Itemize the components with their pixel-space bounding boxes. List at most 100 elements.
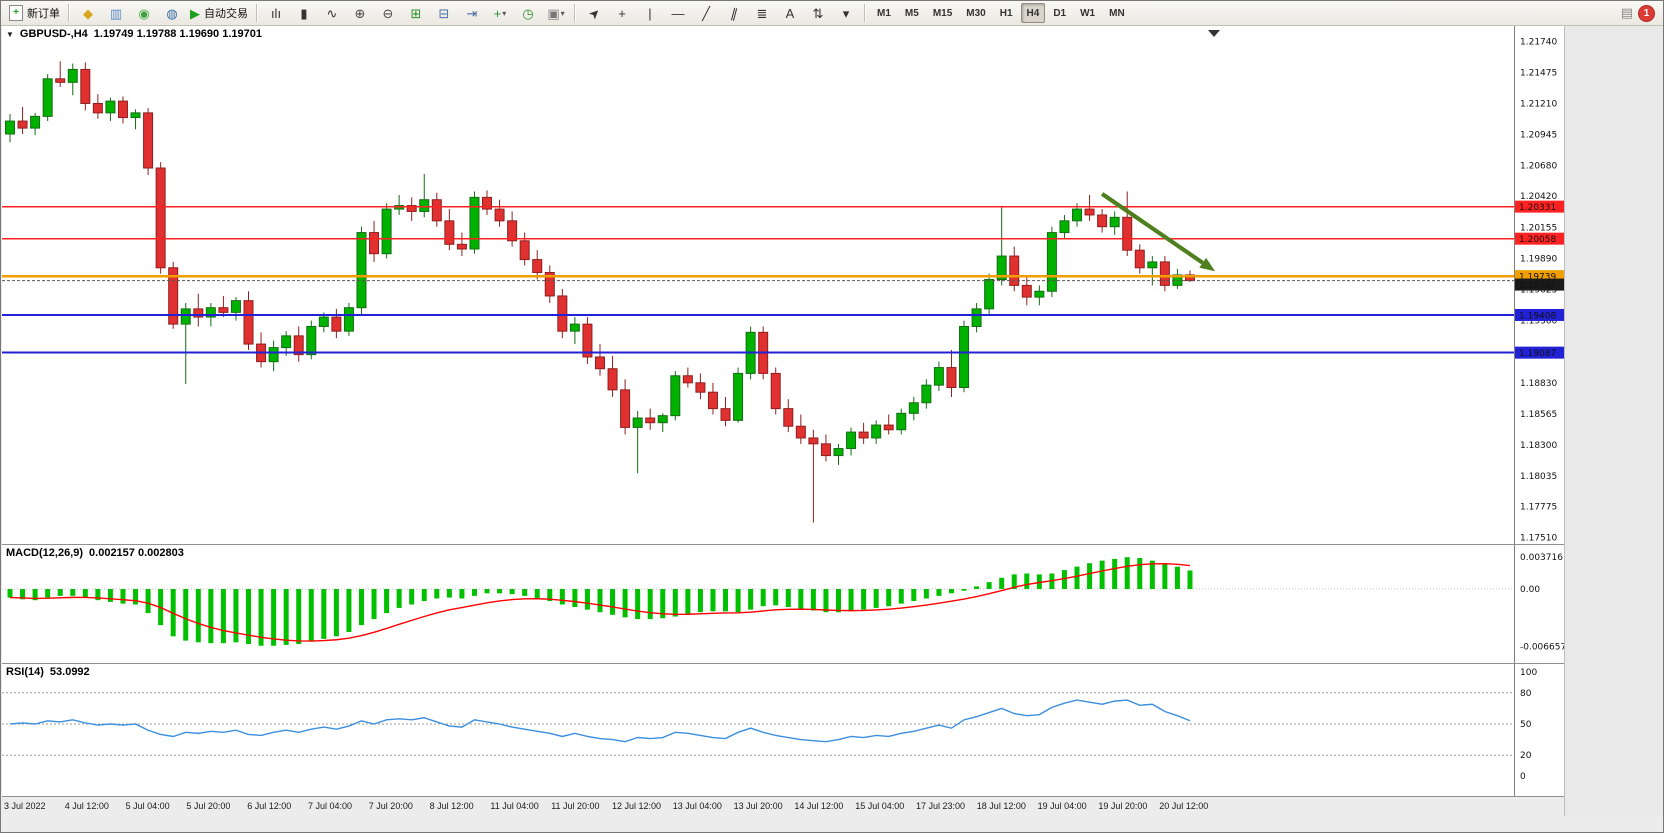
- price-tag-label: 1.19087: [1519, 349, 1556, 359]
- timeframe-d1-button[interactable]: D1: [1053, 7, 1067, 19]
- bar-chart-icon-button[interactable]: ılı: [263, 2, 289, 24]
- zoom-in-icon: ⊕: [354, 5, 366, 21]
- new-order-button[interactable]: + 新订单: [6, 2, 63, 24]
- timeframe-m30-button[interactable]: M30: [966, 7, 986, 19]
- timeframe-m1-button[interactable]: M1: [877, 7, 891, 19]
- zoom-in-icon-button[interactable]: ⊕: [347, 2, 373, 24]
- chart-shift-icon-button[interactable]: ⇥: [459, 2, 485, 24]
- price-tag-label: 1.19408: [1519, 311, 1556, 321]
- horizontal-line-icon-button[interactable]: —: [665, 2, 691, 24]
- plus-glyph: +: [13, 7, 19, 18]
- line-chart-icon: ∿: [326, 5, 338, 21]
- trend-arrow-annotation[interactable]: [1100, 192, 1216, 272]
- time-label: 8 Jul 12:00: [429, 801, 474, 811]
- timeframe-h4-button[interactable]: H4: [1020, 3, 1046, 23]
- objects-dropdown-icon-button[interactable]: ▾: [833, 2, 859, 24]
- period-clock-icon: ◷: [522, 5, 534, 21]
- time-label: 18 Jul 12:00: [976, 801, 1026, 811]
- text-label-icon: A: [785, 5, 795, 21]
- time-label: 6 Jul 12:00: [247, 801, 292, 811]
- template-icon-button[interactable]: ▣ ▾: [543, 2, 569, 24]
- horizontal-line-icon: —: [671, 5, 685, 21]
- timeframe-h1-button[interactable]: H1: [999, 7, 1013, 19]
- drawing-toolbar-group: ➤ + | — ╱ ∥ ≣ A ⇅ ▾: [580, 2, 860, 24]
- macd-axis-label: -0.006657: [1520, 642, 1564, 652]
- time-label: 19 Jul 04:00: [1037, 801, 1087, 811]
- time-label: 15 Jul 04:00: [855, 801, 905, 811]
- arrow-objects-icon-button[interactable]: ⇅: [805, 2, 831, 24]
- timeframe-m5-button[interactable]: M5: [904, 7, 919, 19]
- time-axis[interactable]: 3 Jul 2022 4 Jul 12:00 5 Jul 04:00 5 Jul 20…: [2, 797, 1564, 817]
- price-tag: [1515, 232, 1564, 245]
- cascade-windows-icon-button[interactable]: ⊟: [431, 2, 457, 24]
- price-axis-label: 1.20680: [1520, 162, 1557, 172]
- timeframe-w1-button[interactable]: W1: [1080, 7, 1096, 19]
- rsi-axis-label: 0: [1520, 772, 1526, 782]
- price-chart-canvas[interactable]: 1.21740 1.21475 1.21210 1.20945 1.20680 1.204…: [2, 26, 1564, 544]
- chart-shift-icon: ⇥: [466, 5, 478, 21]
- line-chart-icon-button[interactable]: ∿: [319, 2, 345, 24]
- timeframe-mn-button[interactable]: MN: [1109, 7, 1125, 19]
- trendline-icon: ╱: [702, 5, 710, 21]
- alerts-icon[interactable]: ▤: [1620, 5, 1633, 20]
- channel-icon: ∥: [728, 4, 740, 22]
- market-watch-icon-button[interactable]: ◉: [131, 2, 157, 24]
- price-axis-label: 1.17775: [1520, 503, 1557, 513]
- zoom-out-icon-button[interactable]: ⊖: [375, 2, 401, 24]
- objects-dropdown-icon: ▾: [842, 5, 850, 21]
- new-chart-icon-button[interactable]: + ▾: [487, 2, 513, 24]
- text-label-icon-button[interactable]: A: [777, 2, 803, 24]
- dropdown-arrow-icon: ▾: [560, 8, 565, 18]
- right-margin-panel: [1564, 26, 1663, 832]
- tile-windows-icon-button[interactable]: ⊞: [403, 2, 429, 24]
- channel-icon-button[interactable]: ∥: [721, 2, 747, 24]
- macd-axis-label: 0.003716: [1520, 553, 1563, 563]
- autotrading-button[interactable]: ▶ 自动交易: [187, 2, 251, 24]
- hlines-layer[interactable]: 1.20331 1.20058 1.19739 1.19408 1.19087: [2, 200, 1564, 360]
- price-tag: [1515, 200, 1564, 213]
- rsi-canvas[interactable]: 100 80 50 20 0: [2, 664, 1564, 796]
- fibonacci-icon: ≣: [756, 5, 768, 21]
- terminal-icon-button[interactable]: ◍: [159, 2, 185, 24]
- price-axis-label: 1.20155: [1520, 223, 1557, 233]
- strategy-tester-icon: ▥: [109, 5, 123, 21]
- strategy-tester-icon-button[interactable]: ▥: [103, 2, 129, 24]
- price-axis-label: 1.20945: [1520, 131, 1557, 141]
- time-label: 11 Jul 20:00: [551, 801, 600, 811]
- toolbar-right: ▤ 1: [1620, 4, 1659, 22]
- new-chart-icon: +: [493, 5, 502, 21]
- timeframe-toolbar-group: M1 M5 M15 M30 H1 H4 D1 W1 MN: [870, 3, 1132, 23]
- fibonacci-icon-button[interactable]: ≣: [749, 2, 775, 24]
- crosshair-icon-button[interactable]: +: [609, 2, 635, 24]
- bar-chart-icon: ılı: [270, 5, 282, 21]
- scroll-to-end-icon[interactable]: [1208, 30, 1220, 37]
- price-axis-label: 1.18035: [1520, 472, 1557, 482]
- candlestick-chart-icon-button[interactable]: ▮: [291, 2, 317, 24]
- arrow-objects-icon: ⇅: [812, 5, 824, 21]
- vertical-line-icon: |: [648, 5, 652, 21]
- terminal-icon: ◍: [166, 5, 178, 21]
- chart-toolbar-group: ılı ▮ ∿ ⊕ ⊖ ⊞ ⊟ ⇥ + ▾ ◷ ▣ ▾: [262, 2, 570, 24]
- price-axis-label: 1.20420: [1520, 192, 1557, 202]
- cursor-icon: ➤: [584, 3, 604, 23]
- toolbar: + 新订单 ◆ ▥ ◉ ◍ ▶ 自动交易 ılı ▮ ∿ ⊕ ⊖ ⊞ ⊟ ⇥ + ▾ ◷ ▣ ▾ ➤ + | — ╱ ∥…: [1, 1, 1663, 26]
- notification-badge[interactable]: 1: [1638, 4, 1655, 22]
- price-axis-label: 1.17510: [1520, 534, 1557, 544]
- price-axis-label: 1.18830: [1520, 379, 1557, 389]
- cursor-icon-button[interactable]: ➤: [581, 2, 607, 24]
- vertical-line-icon-button[interactable]: |: [637, 2, 663, 24]
- price-tag-label: 1.20058: [1519, 235, 1556, 245]
- time-label: 7 Jul 20:00: [368, 801, 413, 811]
- candles-layer[interactable]: [5, 61, 1195, 523]
- price-axis-label: 1.18565: [1520, 410, 1557, 420]
- time-label: 20 Jul 12:00: [1159, 801, 1209, 811]
- chart-menu-icon[interactable]: ▼: [6, 29, 14, 39]
- price-axis-label: 1.19890: [1520, 254, 1557, 264]
- macd-canvas[interactable]: 0.003716 0.00 -0.006657: [2, 545, 1564, 663]
- tile-windows-icon: ⊞: [410, 5, 422, 21]
- timeframe-m15-button[interactable]: M15: [932, 7, 953, 19]
- metaeditor-icon-button[interactable]: ◆: [75, 2, 101, 24]
- rsi-line: [9, 699, 1191, 743]
- trendline-icon-button[interactable]: ╱: [693, 2, 719, 24]
- period-clock-icon-button[interactable]: ◷: [515, 2, 541, 24]
